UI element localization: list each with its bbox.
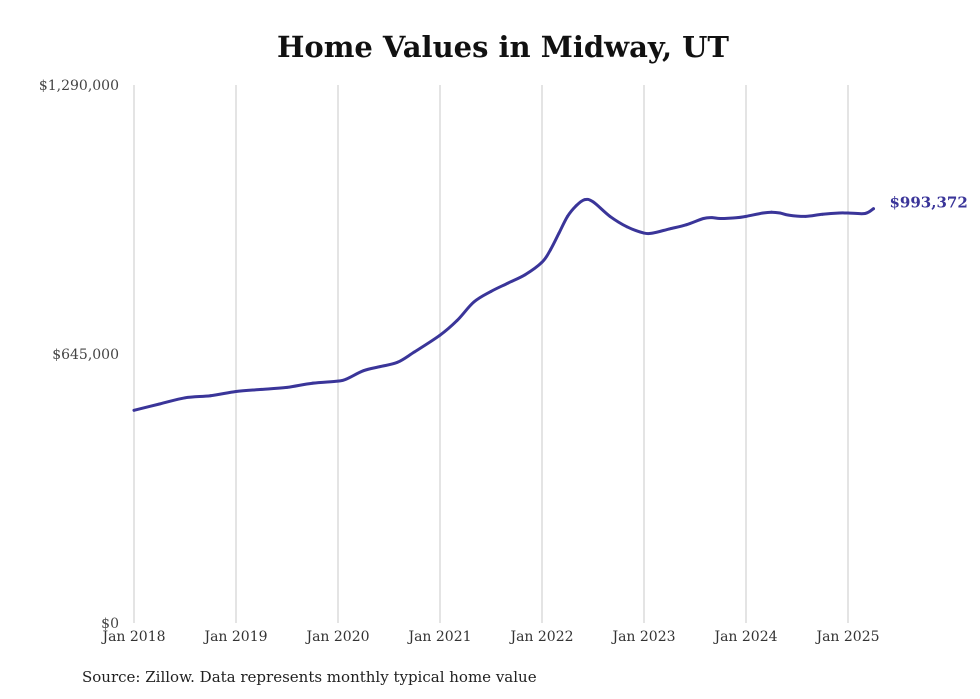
data-point: [183, 396, 187, 400]
end-value-label: $993,372: [890, 194, 968, 212]
series-layer: $993,372: [132, 194, 968, 412]
data-point: [311, 381, 314, 385]
data-point: [260, 388, 263, 391]
data-point: [455, 319, 459, 322]
data-point: [608, 215, 612, 218]
data-point: [719, 217, 722, 220]
data-point: [413, 350, 416, 354]
data-point: [549, 248, 552, 252]
x-tick-label: Jan 2022: [508, 629, 573, 645]
data-point: [804, 215, 807, 218]
data-point: [863, 212, 867, 215]
data-point: [566, 215, 569, 218]
data-point: [685, 223, 688, 227]
data-point: [591, 200, 595, 204]
data-point: [557, 231, 561, 235]
data-point: [744, 215, 748, 218]
data-point: [396, 360, 399, 364]
data-point: [838, 211, 841, 215]
data-point: [523, 273, 527, 277]
source-note: Source: Zillow. Data represents monthly …: [82, 668, 537, 686]
grid-lines: [133, 85, 849, 623]
chart-title: Home Values in Midway, UT: [276, 30, 730, 64]
data-point: [540, 260, 544, 264]
data-point: [158, 402, 161, 406]
data-point: [438, 333, 442, 337]
data-point: [625, 225, 629, 229]
data-point: [209, 394, 212, 398]
data-point: [778, 211, 782, 215]
y-tick-label: $1,290,000: [39, 78, 119, 94]
data-point: [736, 216, 739, 220]
data-point: [489, 290, 493, 293]
data-point: [872, 207, 875, 211]
data-point: [379, 365, 382, 368]
data-point: [574, 204, 578, 208]
data-point: [821, 212, 824, 216]
y-axis-ticks: $0 $645,000 $1,290,000: [39, 78, 119, 632]
data-point: [472, 300, 476, 304]
x-tick-label: Jan 2025: [814, 629, 879, 645]
data-point: [362, 369, 365, 373]
data-point: [846, 211, 850, 215]
x-axis-ticks: Jan 2018 Jan 2019 Jan 2020 Jan 2021 Jan 2022…: [100, 629, 879, 645]
data-point: [336, 379, 340, 383]
series-line: [132, 197, 875, 412]
x-tick-label: Jan 2018: [100, 629, 165, 645]
data-point: [710, 216, 714, 220]
data-point: [285, 386, 289, 389]
data-point: [761, 211, 765, 215]
data-point: [642, 231, 646, 235]
data-point: [770, 210, 773, 214]
x-tick-label: Jan 2021: [406, 629, 471, 645]
x-tick-label: Jan 2019: [202, 629, 267, 645]
data-point: [234, 390, 238, 393]
data-point: [651, 231, 654, 235]
y-tick-label: $0: [101, 616, 119, 632]
x-tick-label: Jan 2020: [304, 629, 369, 645]
data-point: [345, 377, 348, 381]
data-point: [583, 198, 586, 202]
y-tick-label: $645,000: [52, 347, 119, 363]
x-tick-label: Jan 2023: [610, 629, 675, 645]
data-point: [787, 213, 790, 217]
x-tick-label: Jan 2024: [712, 629, 777, 645]
data-point: [132, 408, 136, 412]
data-point: [506, 281, 510, 285]
data-point: [668, 227, 671, 231]
data-point: [702, 217, 705, 220]
